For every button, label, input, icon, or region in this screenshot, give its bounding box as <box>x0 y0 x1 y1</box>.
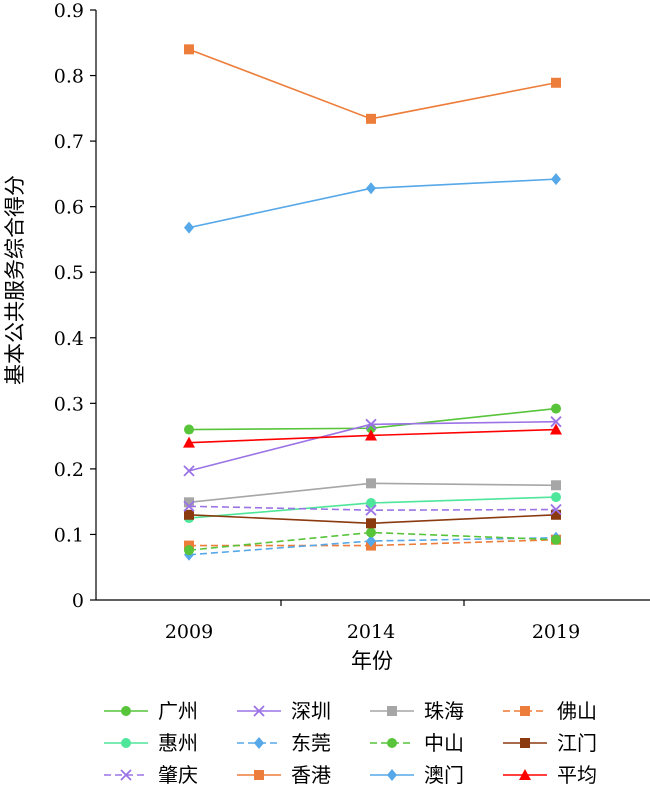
legend-label: 中山 <box>424 731 464 755</box>
data-point <box>551 403 561 414</box>
legend-label: 澳门 <box>424 763 464 787</box>
series-3 <box>184 478 561 508</box>
y-tick-label: 0.7 <box>54 131 84 153</box>
legend-swatch-marker <box>387 738 397 748</box>
data-point <box>551 173 561 186</box>
data-point <box>184 44 194 55</box>
legend-item: 深圳 <box>237 699 331 723</box>
legend-label: 江门 <box>557 731 597 755</box>
data-point <box>183 436 195 448</box>
data-point <box>184 497 194 508</box>
legend-swatch-marker <box>120 769 132 781</box>
data-point <box>366 518 376 529</box>
legend-swatch-marker <box>253 705 265 717</box>
legend-item: 香港 <box>237 763 331 787</box>
legend-item: 广州 <box>104 699 198 723</box>
series-line <box>188 48 557 120</box>
series-2 <box>183 416 562 477</box>
legend-item: 中山 <box>370 731 464 755</box>
legend-item: 惠州 <box>104 731 198 755</box>
legend-label: 香港 <box>291 763 331 787</box>
legend-label: 平均 <box>557 763 597 787</box>
data-point <box>550 416 562 428</box>
x-ticks: 2009 2014 2019 <box>165 600 580 643</box>
data-point <box>366 478 376 489</box>
y-tick-label: 0.3 <box>54 393 84 415</box>
legend-swatch-marker <box>121 738 131 748</box>
legend-item: 佛山 <box>503 699 597 723</box>
legend-item: 东莞 <box>237 731 331 755</box>
data-point <box>366 497 376 508</box>
series-10 <box>184 44 561 124</box>
y-tick-label: 0.1 <box>54 524 84 546</box>
y-tick-label: 0.2 <box>54 459 84 481</box>
data-point <box>551 480 561 491</box>
legend-swatch-marker <box>519 769 531 780</box>
data-point <box>365 429 377 441</box>
legend-label: 佛山 <box>557 699 597 723</box>
legend-swatch-marker <box>520 738 530 748</box>
series-layer <box>183 44 562 561</box>
y-tick-label: 0.5 <box>54 262 84 284</box>
data-point <box>366 527 376 538</box>
series-8 <box>184 509 561 529</box>
legend-item: 珠海 <box>370 699 464 723</box>
data-point <box>550 423 562 435</box>
data-point <box>365 504 377 516</box>
data-point <box>551 492 561 503</box>
legend-label: 珠海 <box>424 699 464 723</box>
legend-item: 平均 <box>503 763 597 787</box>
data-point <box>551 77 561 88</box>
legend-swatch-marker <box>387 769 397 781</box>
data-point <box>184 221 194 234</box>
data-point <box>366 535 376 547</box>
series-7 <box>184 527 561 556</box>
x-axis-title: 年份 <box>351 649 393 673</box>
legend-item: 澳门 <box>370 763 464 787</box>
series-9 <box>183 500 562 516</box>
data-point <box>551 534 561 545</box>
x-tick-label: 2009 <box>165 621 213 643</box>
y-tick-label: 0.6 <box>54 197 84 219</box>
x-tick-label: 2014 <box>347 621 395 643</box>
y-axis-title: 基本公共服务综合得分 <box>3 175 27 385</box>
legend-label: 深圳 <box>291 699 331 723</box>
data-point <box>183 465 195 477</box>
legend-item: 江门 <box>503 731 597 755</box>
legend-label: 肇庆 <box>158 763 198 787</box>
data-point <box>184 424 194 435</box>
series-12 <box>183 423 562 448</box>
data-point <box>183 500 195 512</box>
data-point <box>365 418 377 430</box>
legend-swatch-marker <box>121 706 131 716</box>
y-tick-label: 0.8 <box>54 66 84 88</box>
series-1 <box>184 403 561 435</box>
legend-label: 惠州 <box>158 731 198 755</box>
data-point <box>551 509 561 520</box>
data-point <box>366 182 376 195</box>
y-ticks: 0 0.1 0.2 0.3 0.4 0.5 0.6 0.7 0.8 0.9 <box>54 0 96 612</box>
legend-label: 东莞 <box>291 731 331 755</box>
legend-swatch-marker <box>254 737 264 749</box>
data-point <box>366 113 376 124</box>
legend-label: 广州 <box>158 699 198 723</box>
data-point <box>184 509 194 520</box>
series-11 <box>184 173 561 234</box>
legend-swatch-marker <box>387 706 397 716</box>
data-point <box>184 545 194 556</box>
y-tick-label: 0 <box>72 590 84 612</box>
y-tick-label: 0.9 <box>54 0 84 22</box>
data-point <box>550 503 562 516</box>
legend-item: 肇庆 <box>104 763 198 787</box>
legend-swatch-marker <box>520 706 530 716</box>
legend-swatch-marker <box>254 770 264 780</box>
axes <box>95 10 650 601</box>
y-tick-label: 0.4 <box>54 328 84 350</box>
x-tick-label: 2019 <box>532 621 580 643</box>
